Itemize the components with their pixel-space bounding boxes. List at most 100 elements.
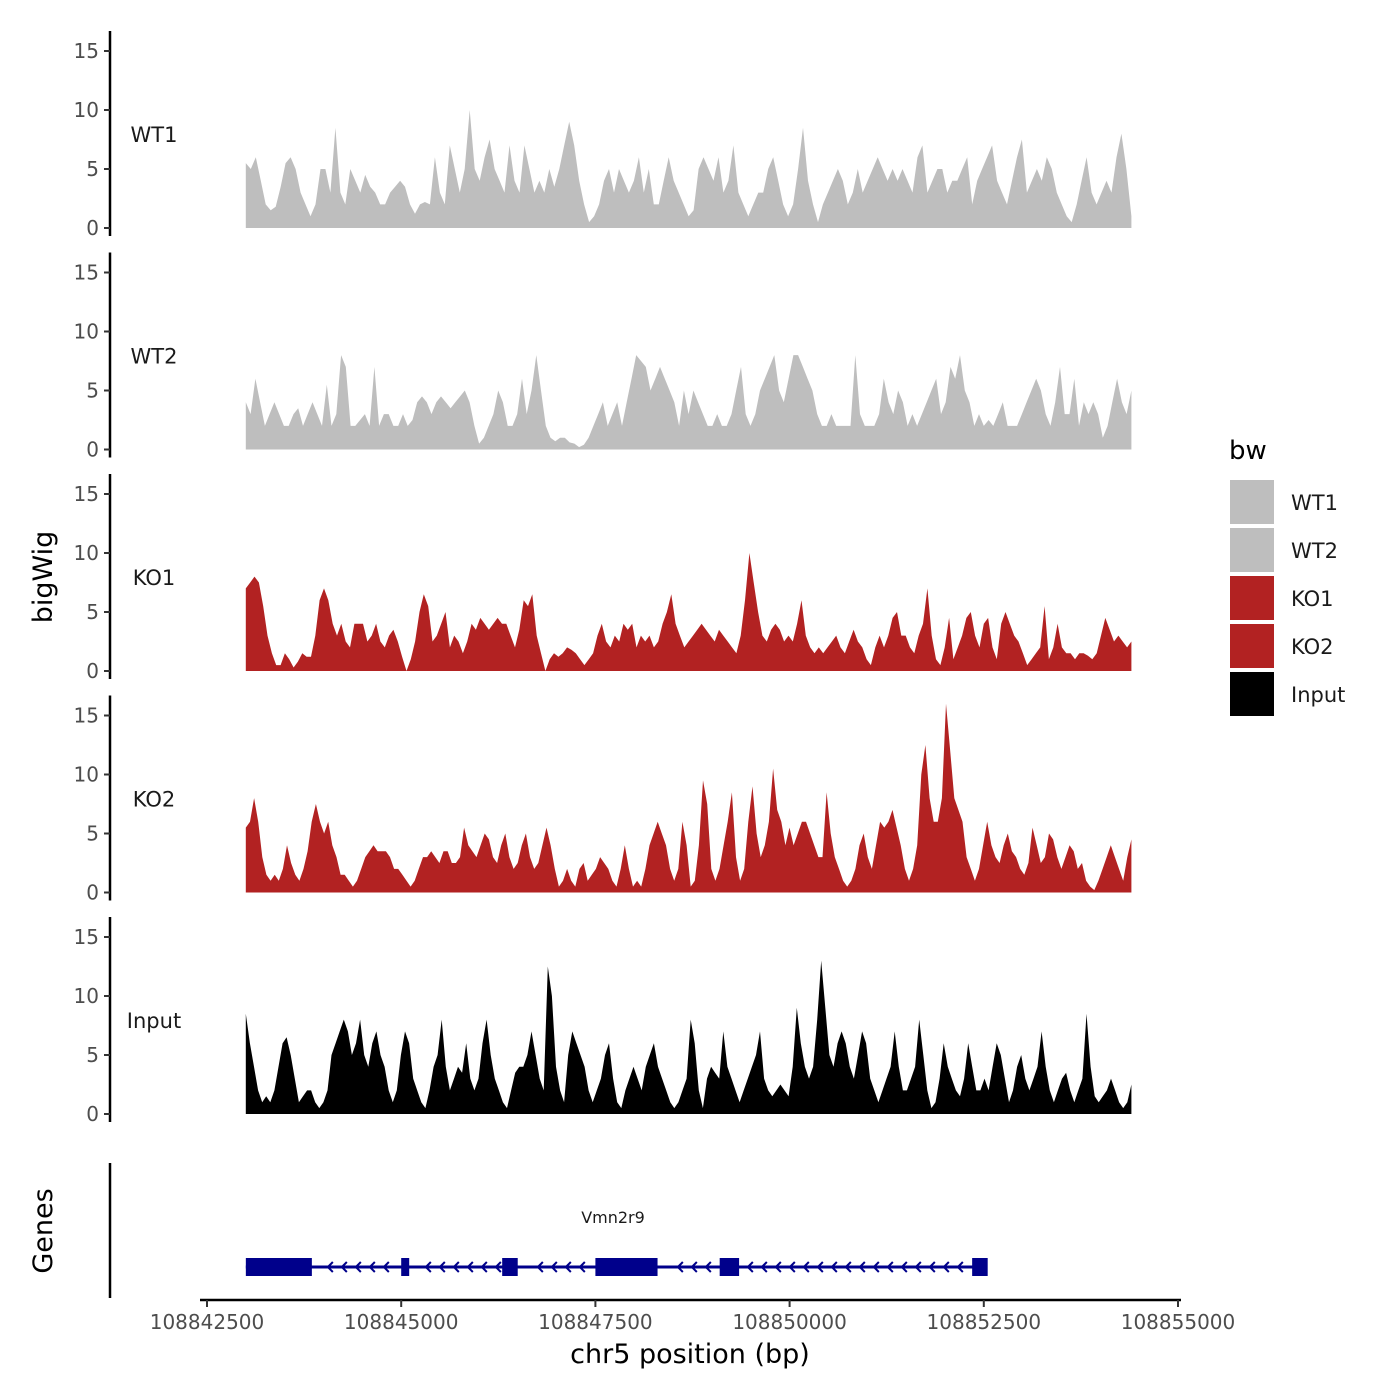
strand-arrow bbox=[956, 1261, 964, 1273]
gene-exon bbox=[245, 1258, 312, 1276]
gene-exon bbox=[595, 1258, 658, 1276]
legend-label-ko2: KO2 bbox=[1291, 635, 1334, 659]
y-tick-label: 15 bbox=[74, 482, 99, 506]
gene-exon bbox=[502, 1258, 518, 1276]
legend-key-ko1 bbox=[1230, 576, 1274, 620]
y-tick-label: 10 bbox=[74, 984, 99, 1008]
strand-arrow bbox=[340, 1261, 348, 1273]
x-axis-title: chr5 position (bp) bbox=[570, 1339, 810, 1370]
track-label-ko2: KO2 bbox=[133, 788, 176, 812]
strand-arrow bbox=[914, 1261, 922, 1273]
x-tick-label: 108845000 bbox=[344, 1310, 459, 1334]
track-label-input: Input bbox=[127, 1009, 181, 1033]
strand-arrow bbox=[802, 1261, 810, 1273]
x-tick-label: 108842500 bbox=[150, 1310, 265, 1334]
strand-arrow bbox=[354, 1261, 362, 1273]
gene-exon bbox=[972, 1258, 988, 1276]
track-label-wt2: WT2 bbox=[131, 345, 178, 369]
strand-arrow bbox=[774, 1261, 782, 1273]
strand-arrow bbox=[886, 1261, 894, 1273]
strand-arrow bbox=[928, 1261, 936, 1273]
gene-label: Vmn2r9 bbox=[581, 1208, 645, 1227]
y-tick-label: 10 bbox=[74, 541, 99, 565]
track-wt1: 0 5 10 15 WT1 bbox=[74, 31, 1132, 240]
strand-arrow bbox=[368, 1261, 376, 1273]
coverage-area-ko1 bbox=[245, 553, 1132, 671]
y-tick-label: 5 bbox=[86, 600, 99, 624]
legend-key-wt2 bbox=[1230, 528, 1274, 572]
track-label-wt1: WT1 bbox=[131, 123, 178, 147]
y-tick-label: 15 bbox=[74, 704, 99, 728]
coverage-area-wt1 bbox=[245, 110, 1132, 228]
strand-arrow bbox=[438, 1261, 446, 1273]
x-axis: 108842500 108845000 108847500 108850000 1088… bbox=[150, 1298, 1236, 1334]
legend: bw WT1 WT2 KO1 KO2 Input bbox=[1229, 436, 1345, 716]
gene-track-title: Genes bbox=[28, 1188, 59, 1273]
strand-arrow bbox=[704, 1261, 712, 1273]
coverage-area-ko2 bbox=[245, 703, 1132, 893]
x-tick-label: 108847500 bbox=[538, 1310, 653, 1334]
y-tick-label: 15 bbox=[74, 39, 99, 63]
coverage-area-wt2 bbox=[245, 355, 1132, 450]
legend-label-input: Input bbox=[1291, 683, 1345, 707]
y-tick-label: 15 bbox=[74, 925, 99, 949]
strand-arrow bbox=[550, 1261, 558, 1273]
strand-arrow bbox=[830, 1261, 838, 1273]
legend-title: bw bbox=[1229, 436, 1267, 466]
strand-arrow bbox=[382, 1261, 390, 1273]
x-tick-label: 108852500 bbox=[927, 1310, 1042, 1334]
y-tick-label: 10 bbox=[74, 320, 99, 344]
track-wt2: 0 5 10 15 WT2 bbox=[74, 252, 1132, 462]
y-tick-label: 0 bbox=[86, 659, 99, 683]
track-ko2: 0 5 10 15 KO2 bbox=[74, 695, 1132, 905]
strand-arrow bbox=[452, 1261, 460, 1273]
strand-arrow bbox=[746, 1261, 754, 1273]
track-ko1: 0 5 10 15 KO1 bbox=[74, 474, 1132, 683]
gene-exon bbox=[719, 1258, 740, 1276]
track-input: 0 5 10 15 Input bbox=[74, 917, 1132, 1126]
y-tick-label: 5 bbox=[86, 822, 99, 846]
strand-arrow bbox=[536, 1261, 544, 1273]
legend-key-input bbox=[1230, 672, 1274, 716]
strand-arrow bbox=[900, 1261, 908, 1273]
legend-label-ko1: KO1 bbox=[1291, 587, 1334, 611]
track-label-ko1: KO1 bbox=[133, 566, 176, 590]
legend-label-wt2: WT2 bbox=[1291, 539, 1338, 563]
strand-arrow bbox=[844, 1261, 852, 1273]
strand-arrow bbox=[480, 1261, 488, 1273]
y-tick-label: 0 bbox=[86, 1102, 99, 1126]
strand-arrow bbox=[466, 1261, 474, 1273]
legend-key-wt1 bbox=[1230, 480, 1274, 524]
strand-arrow bbox=[816, 1261, 824, 1273]
coverage-area-input bbox=[245, 960, 1132, 1114]
y-tick-label: 15 bbox=[74, 261, 99, 285]
strand-arrow bbox=[872, 1261, 880, 1273]
y-tick-label: 5 bbox=[86, 379, 99, 403]
strand-arrow bbox=[858, 1261, 866, 1273]
y-tick-label: 0 bbox=[86, 881, 99, 905]
y-tick-label: 10 bbox=[74, 98, 99, 122]
legend-key-ko2 bbox=[1230, 624, 1274, 668]
y-tick-label: 0 bbox=[86, 438, 99, 462]
strand-arrow bbox=[424, 1261, 432, 1273]
strand-arrow bbox=[326, 1261, 334, 1273]
gene-track: Genes Vmn2r9 bbox=[28, 1163, 988, 1298]
y-tick-label: 0 bbox=[86, 216, 99, 240]
x-tick-label: 108855000 bbox=[1121, 1310, 1236, 1334]
strand-arrow bbox=[690, 1261, 698, 1273]
strand-arrow bbox=[564, 1261, 572, 1273]
y-tick-label: 5 bbox=[86, 1043, 99, 1067]
x-tick-label: 108850000 bbox=[732, 1310, 847, 1334]
y-tick-label: 5 bbox=[86, 157, 99, 181]
strand-arrows bbox=[326, 1261, 964, 1273]
strand-arrow bbox=[676, 1261, 684, 1273]
strand-arrow bbox=[760, 1261, 768, 1273]
strand-arrow bbox=[578, 1261, 586, 1273]
strand-arrow bbox=[942, 1261, 950, 1273]
strand-arrow bbox=[494, 1261, 502, 1273]
y-axis-title: bigWig bbox=[28, 531, 59, 624]
legend-label-wt1: WT1 bbox=[1291, 491, 1338, 515]
strand-arrow bbox=[788, 1261, 796, 1273]
coverage-tracks: 0 5 10 15 WT1 0 5 10 15 WT2 0 5 10 15 KO1 0 5 10 15 KO2 0 5 10… bbox=[74, 31, 1132, 1126]
